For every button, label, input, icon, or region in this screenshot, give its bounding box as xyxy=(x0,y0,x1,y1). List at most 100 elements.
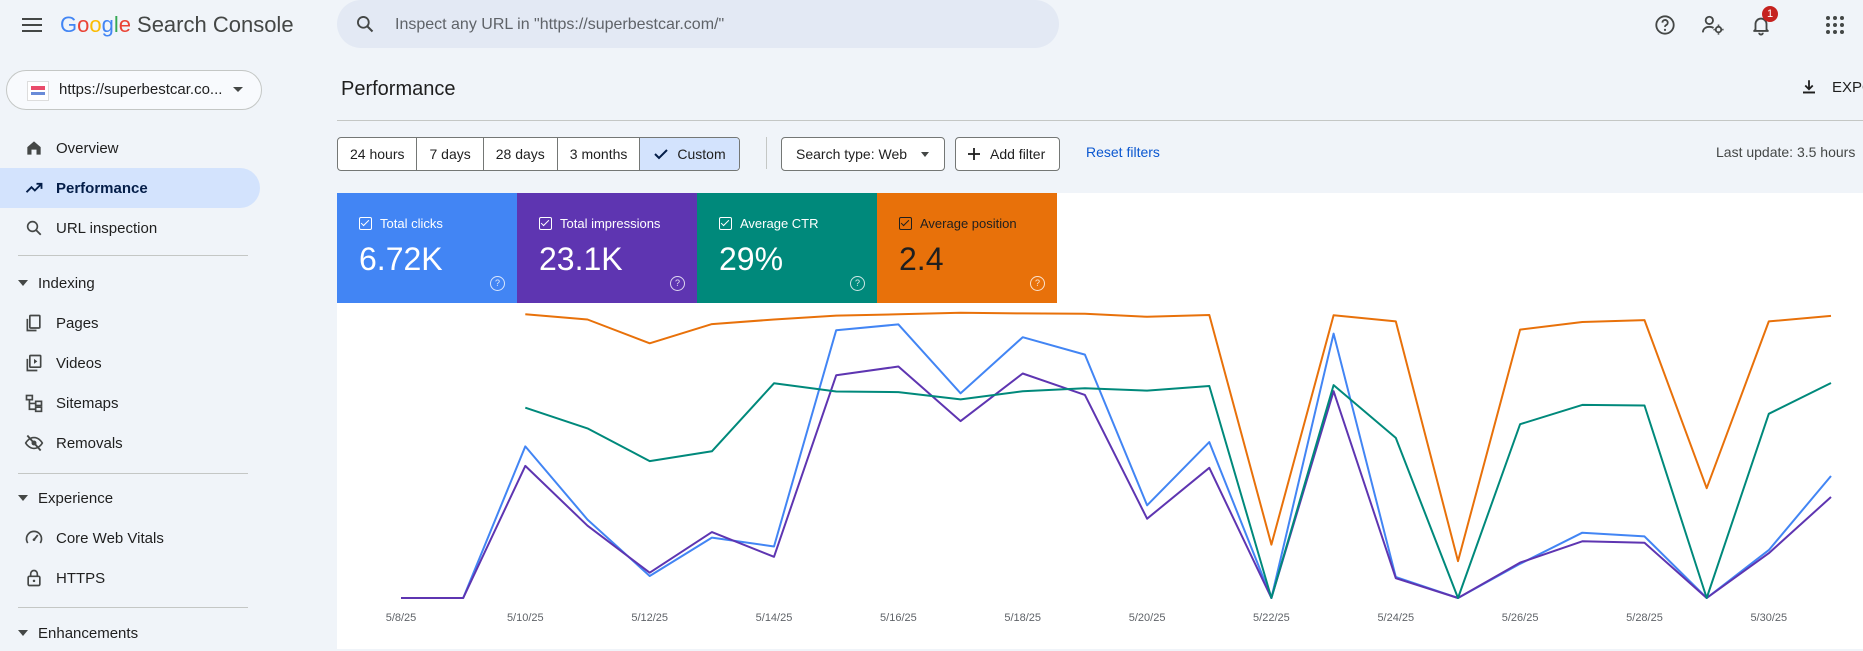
date-range-selector[interactable]: 24 hours 7 days 28 days 3 months Custom xyxy=(337,137,740,171)
sidebar-item-label: Core Web Vitals xyxy=(56,529,164,547)
series-line-total-clicks xyxy=(401,323,1832,599)
range-28-days-button[interactable]: 28 days xyxy=(484,138,558,170)
x-tick-label: 5/14/25 xyxy=(756,612,793,624)
sitemap-icon xyxy=(20,393,48,413)
x-tick-label: 5/24/25 xyxy=(1377,612,1414,624)
x-tick-label: 5/18/25 xyxy=(1004,612,1041,624)
x-tick-label: 5/12/25 xyxy=(631,612,668,624)
speed-gauge-icon xyxy=(20,528,48,548)
series-line-total-impressions xyxy=(401,365,1832,599)
plus-icon xyxy=(968,148,980,160)
metric-label: Average position xyxy=(920,216,1017,231)
apps-grid-icon[interactable] xyxy=(1822,12,1848,38)
metric-value: 23.1K xyxy=(539,241,623,277)
manage-users-icon[interactable] xyxy=(1700,12,1726,38)
x-tick-label: 5/30/25 xyxy=(1750,612,1787,624)
sidebar-item-performance[interactable]: Performance xyxy=(0,168,260,208)
last-update-text: Last update: 3.5 hours xyxy=(1716,144,1856,160)
range-custom-button[interactable]: Custom xyxy=(640,138,739,170)
search-icon xyxy=(20,219,48,237)
sidebar-item-pages[interactable]: Pages xyxy=(0,303,260,343)
range-7-days-button[interactable]: 7 days xyxy=(417,138,484,170)
property-label: https://superbestcar.co... xyxy=(59,81,223,98)
header-divider xyxy=(337,120,1863,121)
sidebar-item-label: Videos xyxy=(56,354,102,372)
sidebar-item-label: Performance xyxy=(56,179,148,197)
checkbox-checked-icon[interactable] xyxy=(719,217,732,230)
sidebar-section-indexing[interactable]: Indexing xyxy=(0,265,260,301)
sidebar-divider xyxy=(18,255,248,256)
help-icon[interactable]: ? xyxy=(670,276,685,291)
collapse-triangle-icon xyxy=(18,630,28,636)
visibility-off-icon xyxy=(20,433,48,453)
metric-card-average-ctr[interactable]: Average CTR 29% ? xyxy=(697,193,877,303)
help-icon[interactable]: ? xyxy=(490,276,505,291)
x-tick-label: 5/26/25 xyxy=(1502,612,1539,624)
add-filter-button[interactable]: Add filter xyxy=(955,137,1061,171)
download-icon xyxy=(1803,80,1815,94)
metric-label: Average CTR xyxy=(740,216,819,231)
sidebar-item-removals[interactable]: Removals xyxy=(0,423,260,463)
sidebar-section-enhancements[interactable]: Enhancements xyxy=(0,615,260,651)
page-title: Performance xyxy=(341,78,456,100)
notification-badge: 1 xyxy=(1762,6,1778,22)
metric-card-average-position[interactable]: Average position 2.4 ? xyxy=(877,193,1057,303)
metric-label: Total impressions xyxy=(560,216,661,231)
sidebar-item-label: Overview xyxy=(56,139,119,157)
metric-value: 2.4 xyxy=(899,241,944,277)
url-inspect-search[interactable] xyxy=(337,0,1059,48)
sidebar-divider xyxy=(18,607,248,608)
site-favicon-icon xyxy=(27,81,49,101)
checkbox-checked-icon[interactable] xyxy=(539,217,552,230)
sidebar-item-core-web-vitals[interactable]: Core Web Vitals xyxy=(0,518,260,558)
range-custom-label: Custom xyxy=(677,146,726,162)
logo-letter: G xyxy=(60,12,78,37)
logo-letter: e xyxy=(118,12,132,37)
sidebar-item-videos[interactable]: Videos xyxy=(0,343,260,383)
export-button[interactable]: EXPO xyxy=(1800,78,1863,96)
metric-label: Total clicks xyxy=(380,216,443,231)
videos-icon xyxy=(20,353,48,373)
sidebar-item-sitemaps[interactable]: Sitemaps xyxy=(0,383,260,423)
reset-filters-link[interactable]: Reset filters xyxy=(1086,144,1160,160)
series-line-average-ctr xyxy=(524,382,1832,599)
metric-card-total-impressions[interactable]: Total impressions 23.1K ? xyxy=(517,193,697,303)
sidebar-item-https[interactable]: HTTPS xyxy=(0,558,260,598)
series-line-average-position xyxy=(525,311,1832,563)
metric-value: 29% xyxy=(719,241,784,277)
logo-letter: o xyxy=(77,12,90,37)
checkbox-checked-icon[interactable] xyxy=(899,217,912,230)
help-icon[interactable]: ? xyxy=(850,276,865,291)
collapse-triangle-icon xyxy=(18,495,28,501)
dropdown-caret-icon xyxy=(921,151,930,157)
sidebar-item-url-inspection[interactable]: URL inspection xyxy=(0,208,260,248)
help-icon[interactable] xyxy=(1652,12,1678,38)
sidebar-item-overview[interactable]: Overview xyxy=(0,128,260,168)
google-search-console-logo[interactable]: Google Search Console xyxy=(60,10,294,40)
help-icon[interactable]: ? xyxy=(1030,276,1045,291)
chevron-down-icon xyxy=(233,87,243,92)
search-icon xyxy=(357,16,374,33)
search-type-dropdown[interactable]: Search type: Web xyxy=(781,137,945,171)
lock-icon xyxy=(20,568,48,588)
property-selector[interactable]: https://superbestcar.co... xyxy=(6,70,262,110)
search-input[interactable] xyxy=(393,12,1037,38)
sidebar-item-label: HTTPS xyxy=(56,569,106,587)
x-tick-label: 5/28/25 xyxy=(1626,612,1663,624)
x-tick-label: 5/20/25 xyxy=(1129,612,1166,624)
range-3-months-button[interactable]: 3 months xyxy=(558,138,641,170)
notifications-bell-icon[interactable]: 1 xyxy=(1748,6,1778,38)
add-filter-label: Add filter xyxy=(990,146,1046,162)
performance-line-chart: 5/8/25 5/10/25 5/12/25 5/14/25 5/16/25 5/18/2… xyxy=(386,311,1832,624)
checkbox-checked-icon[interactable] xyxy=(359,217,372,230)
x-tick-label: 5/16/25 xyxy=(880,612,917,624)
main-menu-button[interactable] xyxy=(18,10,48,40)
logo-letter: g xyxy=(101,12,114,37)
section-label: Enhancements xyxy=(38,624,139,642)
sidebar-item-label: Removals xyxy=(56,434,123,452)
metric-card-total-clicks[interactable]: Total clicks 6.72K ? xyxy=(337,193,517,303)
range-24-hours-button[interactable]: 24 hours xyxy=(338,138,418,170)
sidebar-section-experience[interactable]: Experience xyxy=(0,480,260,516)
sidebar-item-label: Sitemaps xyxy=(56,394,119,412)
metric-value: 6.72K xyxy=(359,241,443,277)
